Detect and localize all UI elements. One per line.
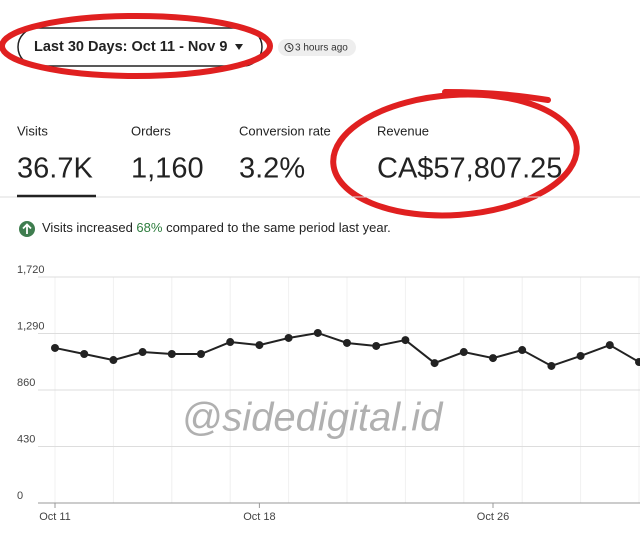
date-dropdown[interactable] [17,27,263,67]
point [313,328,322,337]
point [576,351,585,360]
updated-time: 3 hours ago [295,43,348,54]
date-range[interactable]: Last 30 Days: Oct 11 - Nov 9 [34,39,227,55]
point [547,361,556,370]
stat-label: Revenue [377,123,429,138]
watermark: @sidedigital.id [182,396,444,440]
annotation-circle [0,13,273,79]
stat-value: 3.2% [239,153,305,185]
point [80,349,89,358]
updated-badge [278,39,356,56]
point [430,359,439,368]
stat-value: CA$57,807.25 [377,153,562,185]
up-arrow [22,223,32,234]
annotation-circle [330,91,580,219]
stat-value: 36.7K [17,153,93,185]
note-highlight: 68% [136,220,162,235]
point [51,343,59,352]
y-tick-label: 1,720 [17,264,45,276]
annotation-stroke [442,89,551,103]
x-tick-label: Oct 26 [477,511,509,523]
point [255,341,264,350]
y-tick-label: 1,290 [17,320,45,332]
y-tick-label: 430 [17,433,35,445]
stats: Visits 36.7K Orders 1,160 Conversion rate 3.2… [17,123,562,184]
x-tick-label: Oct 18 [243,511,275,523]
stat-label: Conversion rate [239,123,331,138]
y-tick-label: 0 [17,490,23,502]
comparison-note: Visits increased 68% compared to the sam… [42,220,391,235]
stat-label: Visits [17,123,48,138]
note-text: compared to the same period last year. [162,220,390,235]
clock-hand [288,45,292,49]
chart: 0 430 860 1,290 1,720 Oct 11 Oct 18 Oct 26 [17,264,640,523]
point [605,341,614,350]
y-tick-label: 860 [17,377,35,389]
point [138,348,147,357]
point [372,341,381,350]
point [459,348,468,357]
point [197,349,205,358]
point [284,333,293,342]
point [343,338,351,347]
dropdown-arrow [235,44,243,50]
point [635,358,640,367]
stat-label: Orders [131,123,171,138]
point [518,346,527,355]
point [109,356,118,365]
point [226,338,235,347]
x-tick-label: Oct 11 [39,511,71,523]
point [167,349,176,358]
point [489,354,497,363]
clock-icon [284,43,294,52]
note-text: Visits increased [42,220,136,235]
stat-value: 1,160 [131,153,204,185]
point [401,336,410,345]
